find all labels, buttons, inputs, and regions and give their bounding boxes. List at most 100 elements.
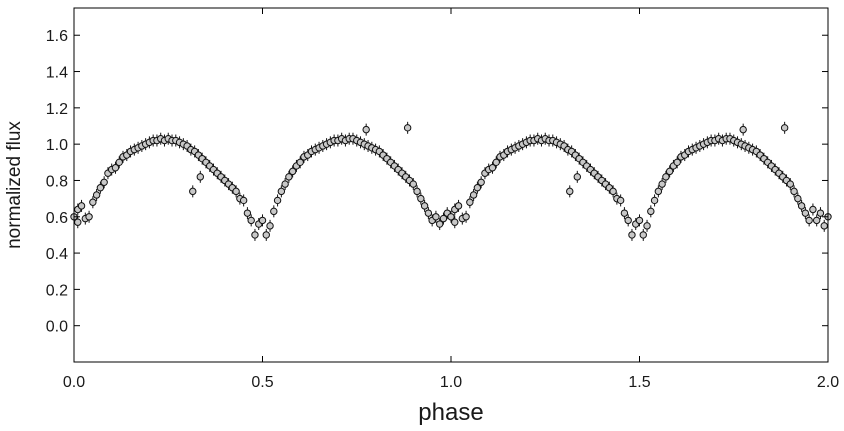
data-point	[273, 194, 282, 207]
data-point	[780, 121, 789, 134]
data-point	[435, 218, 444, 231]
data-point	[801, 207, 810, 220]
data-point	[266, 219, 274, 232]
x-axis: 0.0 0.5 1.0 1.5 2.0	[63, 8, 839, 391]
data-point	[628, 228, 636, 241]
data-point	[469, 188, 478, 201]
data-point	[616, 194, 625, 207]
data-point	[296, 156, 304, 169]
data-point	[624, 214, 632, 227]
data-point	[247, 214, 255, 227]
data-point	[74, 216, 82, 229]
data-point	[662, 170, 670, 183]
data-point	[609, 185, 617, 198]
data-point	[96, 181, 105, 194]
data-point	[270, 205, 278, 218]
data-point	[243, 207, 252, 220]
data-point	[189, 185, 197, 198]
data-point	[100, 176, 108, 189]
data-point	[417, 192, 425, 205]
data-point	[650, 194, 659, 207]
data-point	[573, 170, 581, 183]
x-tick-label: 0.0	[63, 374, 85, 391]
data-point	[673, 156, 681, 169]
data-point	[790, 185, 798, 198]
data-point	[285, 170, 293, 183]
data-point	[409, 178, 417, 191]
data-point	[492, 156, 500, 169]
data-point	[620, 207, 629, 220]
data-point	[92, 188, 101, 201]
data-point	[820, 219, 828, 232]
data-point	[439, 212, 448, 225]
data-point	[462, 210, 470, 223]
x-tick-label: 0.5	[251, 374, 273, 391]
data-point	[739, 123, 747, 136]
data-point	[119, 150, 127, 163]
y-tick-label: 0.4	[46, 246, 68, 263]
data-point	[239, 194, 248, 207]
data-point	[566, 185, 574, 198]
data-point	[805, 214, 813, 227]
y-tick-label: 0.0	[46, 319, 68, 336]
data-point	[447, 210, 455, 223]
y-axis-label: normalized flux	[4, 121, 25, 249]
y-tick-label: 1.6	[46, 28, 68, 45]
data-point	[816, 207, 825, 220]
y-tick-label: 1.4	[46, 65, 68, 82]
y-tick-label: 0.6	[46, 210, 68, 227]
data-point	[654, 185, 663, 198]
data-point	[232, 185, 240, 198]
data-point	[258, 214, 267, 227]
data-point	[413, 185, 421, 198]
data-point	[251, 228, 259, 241]
data-point	[466, 196, 474, 209]
data-point	[797, 199, 806, 212]
data-point	[403, 121, 412, 134]
data-point	[794, 192, 802, 205]
x-axis-label: phase	[418, 399, 483, 426]
data-point	[473, 181, 482, 194]
data-point	[405, 174, 414, 187]
data-point	[477, 176, 485, 189]
data-point	[635, 214, 644, 227]
data-point	[420, 199, 429, 212]
data-point	[564, 143, 572, 156]
y-tick-label: 1.0	[46, 137, 68, 154]
data-point	[115, 156, 123, 169]
data-point	[77, 199, 86, 212]
data-points-layer	[70, 121, 832, 241]
y-tick-label: 1.2	[46, 101, 68, 118]
data-point	[362, 123, 370, 136]
data-point	[809, 203, 817, 216]
data-point	[281, 178, 289, 191]
y-axis: 0.0 0.2 0.4 0.6 0.8 1.0 1.2 1.4 1.6	[46, 28, 828, 336]
data-point	[277, 185, 286, 198]
y-tick-label: 0.8	[46, 173, 68, 190]
data-point	[647, 205, 655, 218]
data-point	[85, 210, 93, 223]
data-point	[288, 165, 297, 178]
plot-frame	[73, 7, 829, 363]
data-point	[196, 170, 204, 183]
data-point	[658, 178, 666, 191]
data-point	[454, 199, 463, 212]
data-point	[111, 161, 120, 174]
data-point	[89, 196, 97, 209]
data-point	[262, 228, 270, 241]
data-point	[488, 161, 497, 174]
data-point	[432, 210, 440, 223]
data-point	[481, 167, 489, 180]
y-tick-label: 0.2	[46, 282, 68, 299]
x-tick-label: 2.0	[817, 374, 839, 391]
x-tick-label: 1.0	[440, 374, 462, 391]
data-point	[639, 228, 647, 241]
data-point	[812, 214, 821, 227]
data-point	[451, 216, 459, 229]
data-point	[786, 178, 794, 191]
x-tick-label: 1.5	[628, 374, 650, 391]
data-point	[424, 207, 433, 220]
data-point	[665, 165, 674, 178]
